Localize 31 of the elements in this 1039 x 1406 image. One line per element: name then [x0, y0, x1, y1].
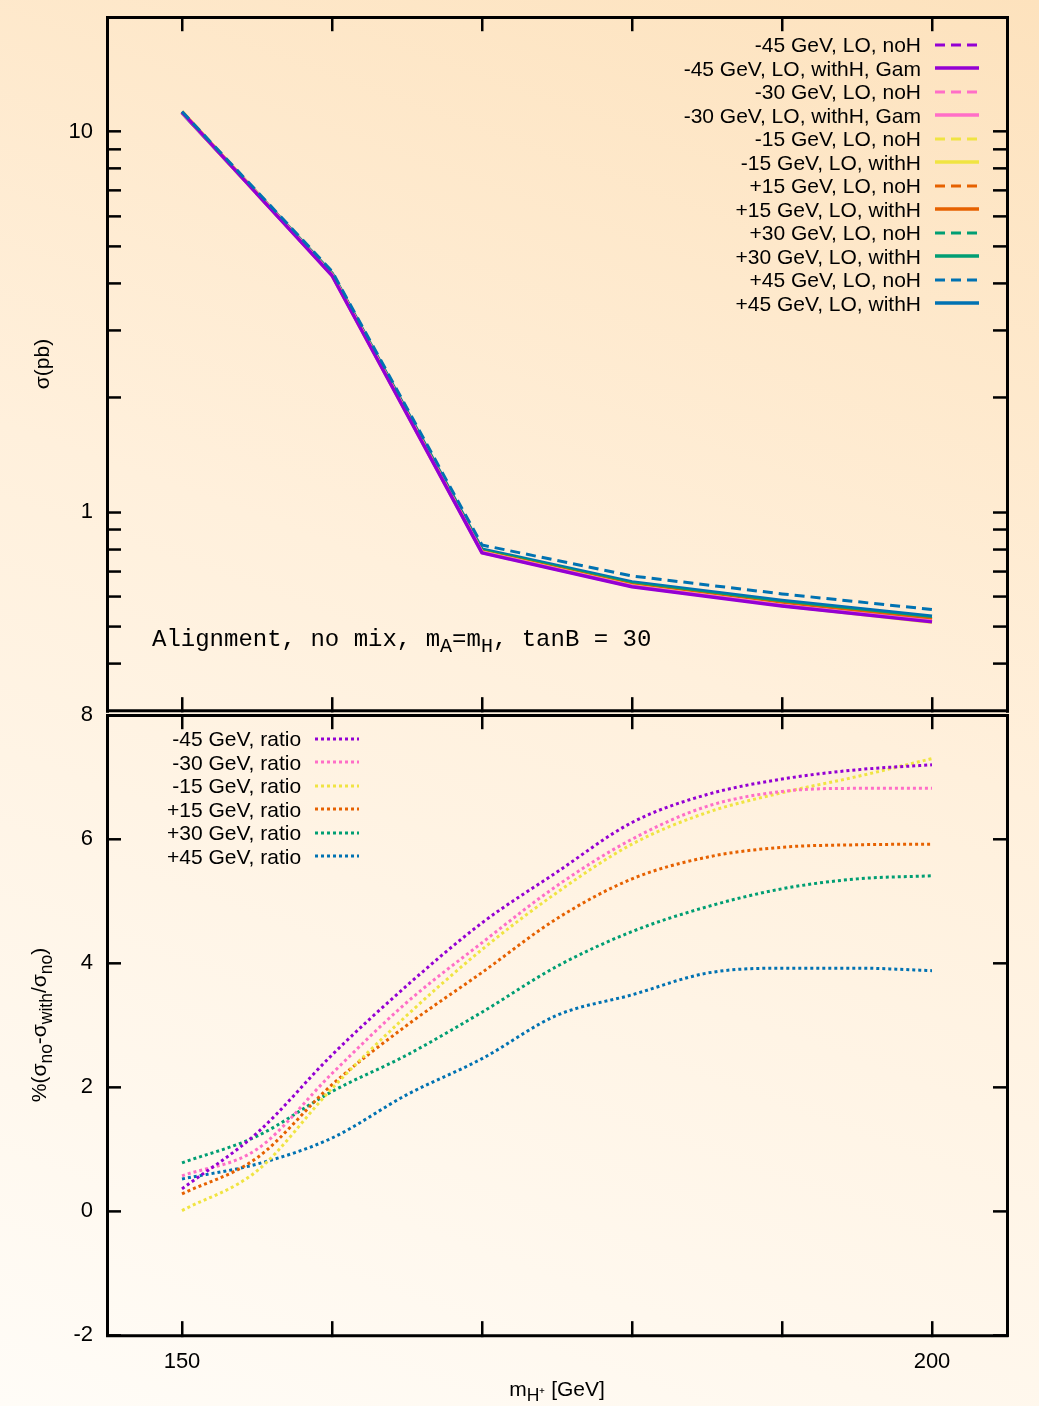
legend-label: +45 GeV, LO, withH [735, 291, 921, 315]
y-tick-label: 2 [80, 1073, 93, 1099]
x-axis-title: m$_{H⁺}$ [GeV] [509, 1376, 605, 1406]
y-tick-label: -2 [73, 1321, 93, 1347]
legend-label: +45 GeV, ratio [167, 844, 302, 868]
legend-label: -45 GeV, LO, noH [754, 33, 921, 57]
legend-label: +30 GeV, ratio [167, 821, 302, 845]
x-tick-label: 200 [913, 1348, 951, 1374]
legend-label: -45 GeV, ratio [172, 727, 302, 751]
x-tick-label: 150 [163, 1348, 201, 1374]
y-tick-label: 4 [80, 949, 93, 975]
legend-label: -15 GeV, LO, withH [740, 150, 921, 174]
legend-label: -30 GeV, LO, noH [754, 80, 921, 104]
y-tick-label: 10 [68, 117, 93, 143]
y-tick-label: 6 [80, 825, 93, 851]
legend-label: -30 GeV, ratio [172, 750, 302, 774]
annotation: Alignment, no mix, m$_{A}$=m$_{H}$, tanB = 30 [152, 625, 652, 658]
legend-label: +15 GeV, LO, noH [749, 174, 921, 198]
y-axis-title: σ(pb) [30, 338, 54, 389]
legend-label: +45 GeV, LO, noH [749, 268, 921, 292]
legend-label: +30 GeV, LO, withH [735, 244, 921, 268]
y-tick-label: 1 [80, 498, 93, 524]
legend-label: -15 GeV, LO, noH [754, 127, 921, 151]
y-tick-label: 8 [80, 701, 93, 727]
legend-label: +15 GeV, LO, withH [735, 197, 921, 221]
legend-label: +30 GeV, LO, noH [749, 221, 921, 245]
legend-label: +15 GeV, ratio [167, 797, 302, 821]
legend-label: -15 GeV, ratio [172, 774, 302, 798]
y-tick-label: 0 [80, 1197, 93, 1223]
legend-label: -45 GeV, LO, withH, Gam [683, 56, 921, 80]
legend-label: -30 GeV, LO, withH, Gam [683, 103, 921, 127]
